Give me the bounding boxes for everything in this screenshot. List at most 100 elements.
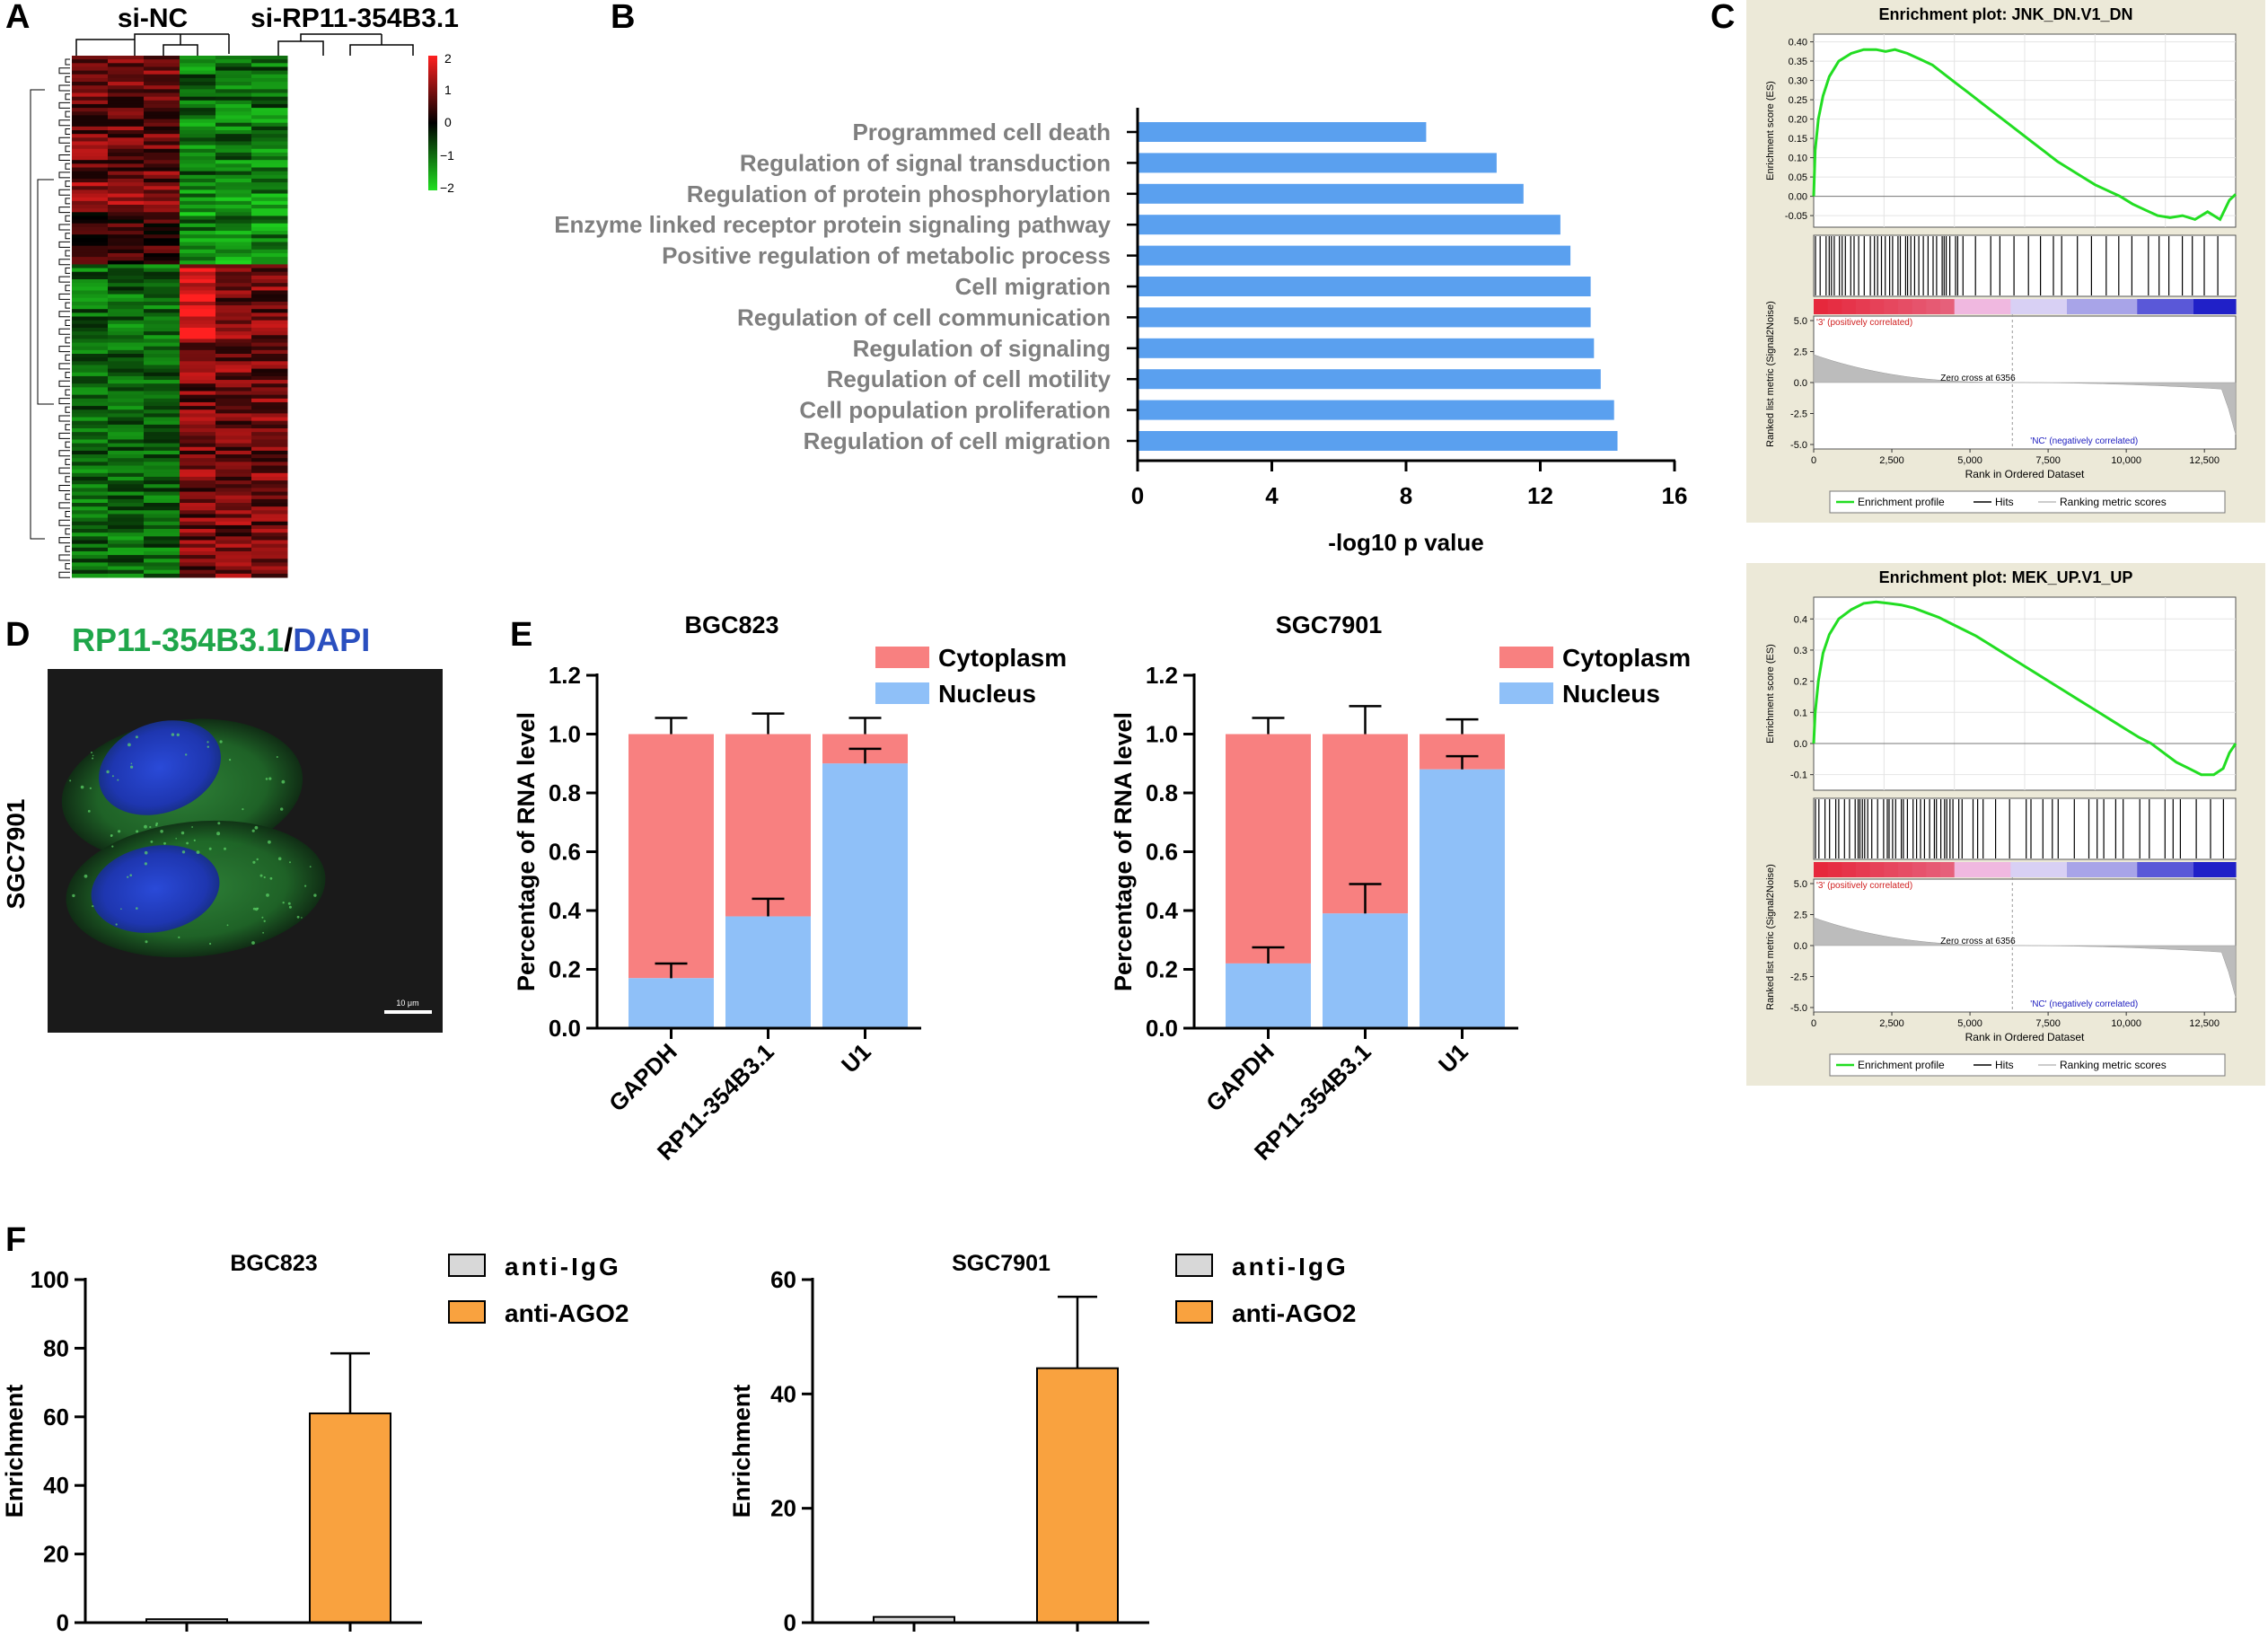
- heatmap-cell: [180, 517, 216, 523]
- legend-label: Nucleus: [1562, 680, 1660, 708]
- negative-correlation-label: 'NC' (negatively correlated): [2030, 436, 2138, 446]
- heatmap-cell: [180, 480, 216, 485]
- heatmap-cell: [180, 536, 216, 541]
- heatmap-cell: [72, 413, 109, 418]
- heatmap-cell: [180, 108, 216, 112]
- heatmap-cell: [215, 257, 252, 261]
- heatmap-cell: [108, 122, 145, 128]
- color-scale-tick: −2: [440, 180, 454, 195]
- heatmap-cell: [144, 226, 180, 232]
- heatmap-cell: [180, 454, 216, 459]
- heatmap-cell: [215, 167, 252, 172]
- heatmap-cell: [108, 380, 145, 384]
- heatmap-cell: [72, 174, 109, 180]
- cytoplasm-error-bar: [848, 717, 882, 735]
- speckle: [251, 829, 255, 832]
- heatmap-cell: [108, 406, 145, 410]
- heatmap-cell: [72, 443, 109, 448]
- heatmap-cell: [180, 380, 216, 384]
- heatmap-cell: [72, 182, 109, 187]
- heatmap-cell: [215, 271, 252, 277]
- heatmap-cell: [180, 189, 216, 195]
- legend-label: Enrichment profile: [1858, 496, 1945, 508]
- gsea-x-tick-label: 10,000: [2111, 1018, 2141, 1029]
- heatmap-cell: [144, 354, 180, 358]
- heatmap-cell: [215, 231, 252, 235]
- heatmap-cell: [72, 74, 109, 79]
- heatmap-cell: [251, 521, 288, 526]
- heatmap-cell: [72, 260, 109, 265]
- heatmap-cell: [144, 555, 180, 559]
- heatmap-cell: [108, 216, 145, 221]
- speckle: [180, 831, 185, 835]
- heatmap-cell: [144, 320, 180, 325]
- heatmap-cell: [72, 559, 109, 563]
- heatmap-cell: [144, 297, 180, 303]
- heatmap-cell: [72, 517, 109, 523]
- heatmap-cell: [144, 361, 180, 365]
- heatmap-cell: [108, 275, 145, 280]
- heatmap-cell: [144, 383, 180, 388]
- heatmap-cell: [180, 283, 216, 287]
- heatmap-cell: [215, 342, 252, 348]
- heatmap-cell: [215, 119, 252, 124]
- heatmap-cell: [251, 242, 288, 247]
- heatmap-cell: [180, 566, 216, 571]
- heatmap-cell: [180, 361, 216, 365]
- heatmap-cell: [144, 331, 180, 336]
- heatmap-cell: [215, 380, 252, 384]
- zero-cross-label: Zero cross at 6356: [1940, 374, 2016, 383]
- speckle: [269, 876, 273, 880]
- heatmap-cell: [144, 498, 180, 504]
- heatmap-cell: [144, 458, 180, 462]
- heatmap-cell: [108, 375, 145, 381]
- heatmap-cell: [144, 424, 180, 429]
- heatmap-cell: [180, 257, 216, 261]
- heatmap-cell: [251, 398, 288, 403]
- heatmap-cell: [215, 339, 252, 344]
- heatmap-cell: [180, 167, 216, 172]
- rip-bar: [309, 1412, 391, 1624]
- microscopy-title-blue: DAPI: [293, 621, 371, 658]
- heatmap-cell: [215, 394, 252, 400]
- heatmap-cell: [72, 178, 109, 183]
- heatmap-cell: [180, 216, 216, 221]
- heatmap-cell: [251, 238, 288, 242]
- heatmap-cell: [251, 134, 288, 138]
- heatmap-cell: [215, 249, 252, 254]
- heatmap-cell: [215, 103, 252, 109]
- fraction-y-tick-label: 0.6: [549, 839, 581, 866]
- speckle: [175, 838, 177, 840]
- heatmap-cell: [215, 290, 252, 295]
- rip-chart-sgc7901: SGC7901 Enrichment 0 20 40 60 anti-IgG anti-AGO…: [728, 1251, 1356, 1636]
- heatmap-cell: [180, 111, 216, 116]
- heatmap-cell: [180, 394, 216, 400]
- heatmap-cell: [180, 491, 216, 497]
- heatmap-cell: [108, 126, 145, 131]
- heatmap-cell: [108, 119, 145, 124]
- speckle: [135, 735, 138, 739]
- heatmap-cell: [180, 424, 216, 429]
- ranking-color-band: [1827, 299, 1842, 314]
- heatmap-cell: [108, 409, 145, 414]
- heatmap-cell: [215, 63, 252, 67]
- heatmap-cell: [180, 171, 216, 176]
- heatmap-cell: [180, 122, 216, 128]
- heatmap-cell: [144, 469, 180, 474]
- heatmap-cell: [144, 178, 180, 183]
- speckle: [130, 762, 133, 765]
- ranking-color-band: [2123, 299, 2138, 314]
- heatmap-cell: [72, 439, 109, 444]
- speckle: [256, 858, 259, 861]
- heatmap-cell: [72, 398, 109, 403]
- heatmap-cell: [72, 432, 109, 436]
- heatmap-cell: [144, 566, 180, 571]
- heatmap-cell: [251, 145, 288, 150]
- heatmap-cell: [251, 226, 288, 232]
- rip-y-axis-label: Enrichment: [728, 1385, 755, 1518]
- heatmap-cell: [251, 454, 288, 459]
- heatmap-cell: [251, 555, 288, 559]
- heatmap-cell: [108, 249, 145, 254]
- heatmap-cell: [251, 342, 288, 348]
- heatmap-cell: [72, 271, 109, 277]
